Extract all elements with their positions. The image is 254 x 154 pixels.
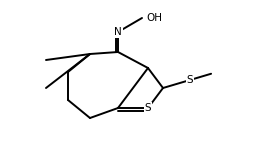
Text: S: S [145,103,151,113]
Text: OH: OH [146,13,162,23]
Text: N: N [114,27,122,37]
Text: S: S [187,75,193,85]
